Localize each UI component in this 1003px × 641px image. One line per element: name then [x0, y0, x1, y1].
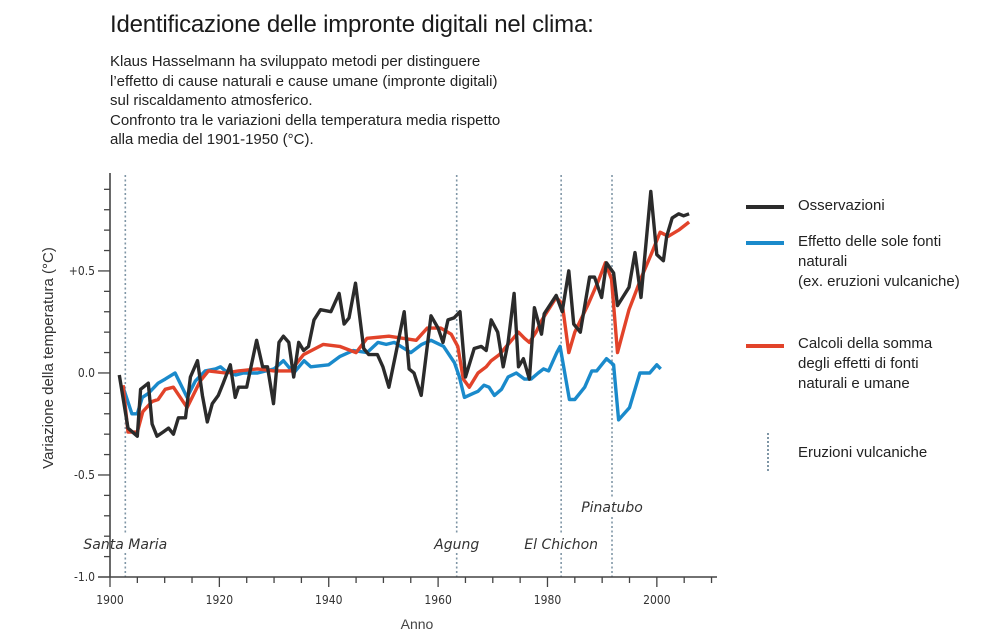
series-line-observations	[117, 189, 690, 438]
legend-label: naturali	[798, 253, 848, 270]
x-tick-label: 1960	[424, 593, 452, 607]
series	[117, 189, 691, 438]
legend-label: Osservazioni	[798, 197, 885, 214]
legend-label: Eruzioni vulcaniche	[798, 444, 928, 461]
legend-label: Calcoli della somma	[798, 335, 933, 352]
volcano-label: El Chichon	[524, 537, 598, 553]
volcano-label-background	[577, 498, 647, 516]
legend-swatch-natural	[746, 241, 784, 245]
legend-label: Effetto delle sole fonti	[798, 233, 942, 250]
y-tick-label: +0.5	[69, 264, 95, 278]
x-tick-label: 2000	[643, 593, 671, 607]
x-tick-label: 1900	[96, 593, 124, 607]
x-tick-label: 1940	[315, 593, 343, 607]
legend-swatch-volcanic	[767, 433, 769, 471]
x-axis-label: Anno	[401, 616, 434, 632]
page-title: Identificazione delle impronte digitali …	[110, 11, 594, 38]
y-tick-label: -1.0	[74, 570, 95, 584]
y-tick-label: -0.5	[74, 468, 95, 482]
volcano-label: Pinatubo	[581, 500, 643, 516]
legend-swatch-combined	[746, 344, 784, 348]
y-axis-label: Variazione della temperatura (°C)	[40, 247, 57, 469]
legend-label: (ex. eruzioni vulcaniche)	[798, 273, 960, 290]
description-line: alla media del 1901-1950 (°C).	[110, 131, 314, 148]
y-tick-label: 0.0	[78, 366, 95, 380]
legend-swatch-observations	[746, 205, 784, 209]
volcano-markers: Santa Maria Agung El Chichon Pinatubo	[79, 175, 647, 577]
legend-label: naturali e umane	[798, 375, 910, 392]
legend-label: degli effetti di fonti	[798, 355, 919, 372]
description-line: Klaus Hasselmann ha sviluppato metodi pe…	[110, 53, 481, 70]
volcano-label-background	[519, 535, 604, 553]
volcano-label-background	[434, 535, 480, 553]
x-tick-label: 1980	[534, 593, 562, 607]
volcano-label: Santa Maria	[83, 537, 167, 553]
description-line: Confronto tra le variazioni della temper…	[110, 111, 501, 129]
volcano-label: Agung	[433, 537, 479, 553]
volcano-label-background	[79, 535, 172, 553]
x-tick-label: 1920	[206, 593, 234, 607]
description-line: sul riscaldamento atmosferico.	[110, 92, 313, 109]
description-line: l’effetto di cause naturali e cause uman…	[110, 72, 498, 90]
chart-description: Klaus Hasselmann ha sviluppato metodi pe…	[110, 52, 500, 150]
